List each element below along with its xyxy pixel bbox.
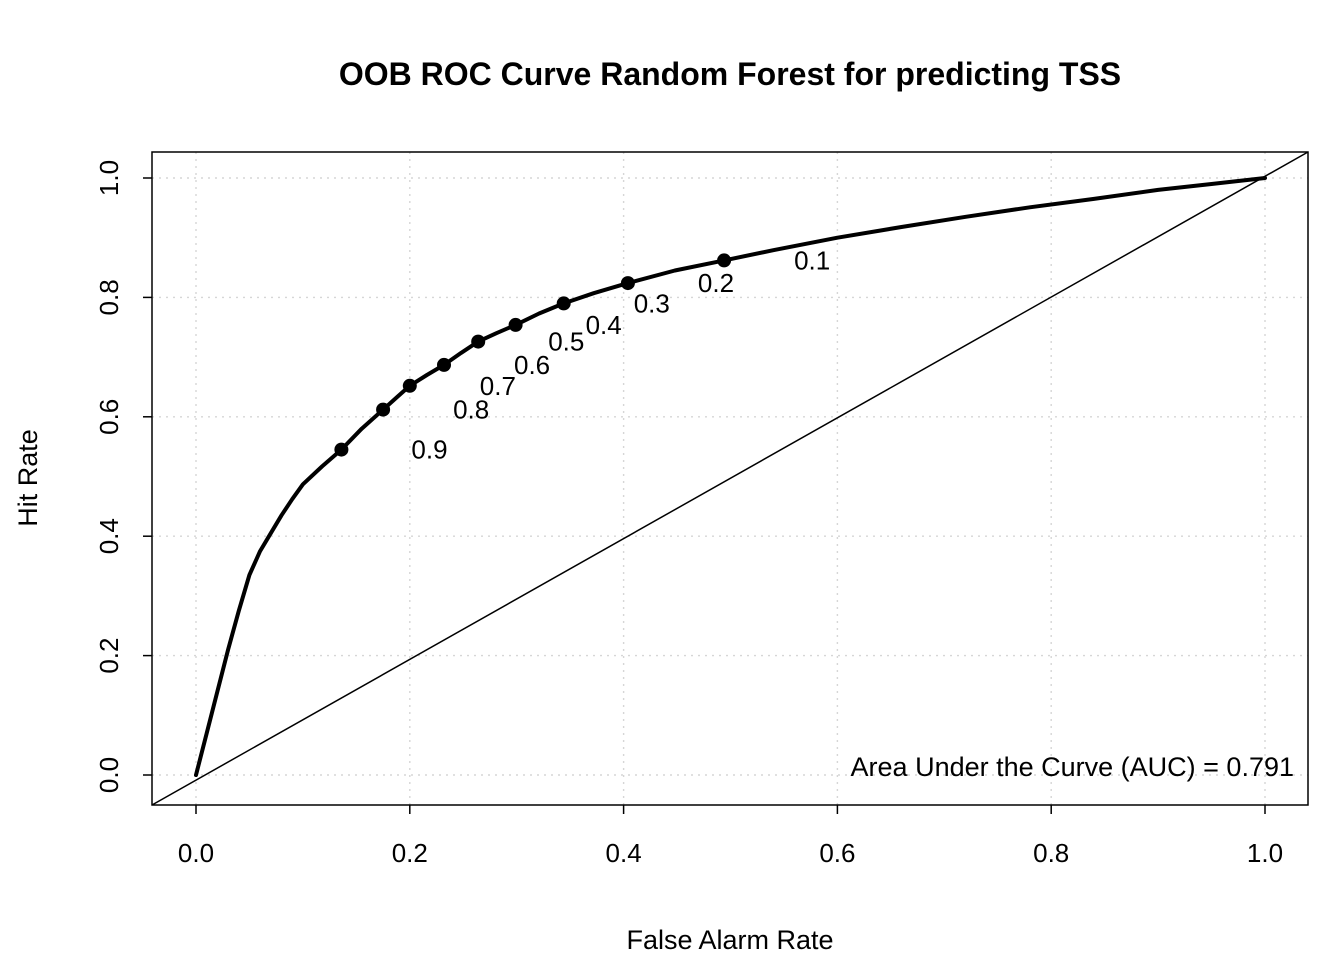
threshold-point — [376, 402, 391, 417]
threshold-point — [437, 357, 451, 372]
y-tick-label: 0.4 — [94, 518, 124, 554]
threshold-label: 0.9 — [411, 435, 447, 465]
threshold-labels: 0.1 0.2 0.3 0.40.50.60.70.80.9 — [411, 245, 830, 464]
x-axis: 0.0 0.2 0.4 0.6 0.8 1.0 — [178, 805, 1283, 868]
y-tick-label: 0.2 — [94, 638, 124, 674]
threshold-label: 0.8 — [453, 395, 489, 425]
reference-diagonal — [151, 151, 1309, 806]
x-tick-label: 1.0 — [1247, 838, 1283, 868]
threshold-point — [508, 317, 523, 332]
threshold-point — [556, 296, 571, 311]
x-tick-label: 0.8 — [1033, 838, 1069, 868]
chart-title: OOB ROC Curve Random Forest for predicti… — [338, 56, 1122, 92]
auc-annotation: Area Under the Curve (AUC) = 0.791 — [850, 752, 1294, 782]
threshold-point — [620, 276, 635, 291]
y-tick-label: 0.8 — [94, 279, 124, 315]
y-axis-label: Hit Rate — [13, 429, 43, 527]
threshold-points — [334, 253, 732, 457]
threshold-point — [402, 378, 417, 393]
y-tick-label: 0.6 — [94, 399, 124, 435]
x-tick-label: 0.4 — [606, 838, 642, 868]
roc-curve — [194, 176, 1267, 777]
y-tick-label: 0.0 — [94, 757, 124, 793]
x-tick-label: 0.2 — [392, 838, 428, 868]
threshold-label: 0.5 — [548, 327, 584, 357]
threshold-label: 0.1 — [794, 245, 830, 275]
x-tick-label: 0.6 — [819, 838, 855, 868]
threshold-label: 0.7 — [480, 371, 516, 401]
x-axis-label: False Alarm Rate — [626, 925, 834, 955]
x-tick-label: 0.0 — [178, 838, 214, 868]
plot-border — [151, 151, 1309, 806]
y-axis: 0.0 0.2 0.4 0.6 0.8 1.0 — [94, 160, 152, 793]
threshold-label: 0.3 — [634, 288, 670, 318]
y-tick-label: 1.0 — [94, 160, 124, 196]
threshold-label: 0.2 — [698, 268, 734, 298]
threshold-point — [334, 442, 349, 457]
threshold-point — [471, 334, 486, 349]
threshold-point — [717, 253, 732, 268]
threshold-label: 0.6 — [514, 350, 550, 380]
threshold-label: 0.4 — [586, 310, 622, 340]
